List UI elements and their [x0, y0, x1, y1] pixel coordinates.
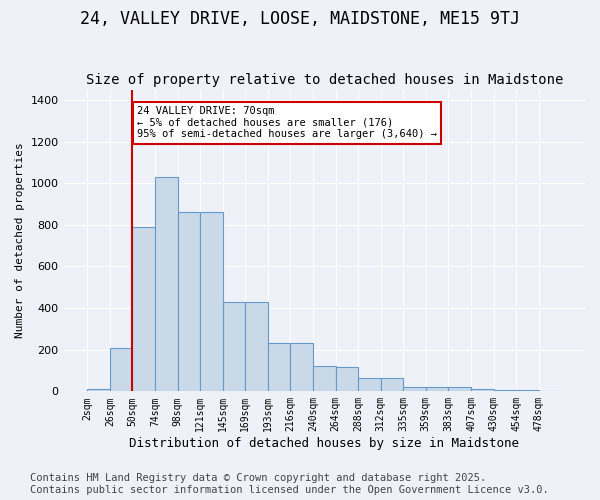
Bar	[200, 212, 223, 392]
Y-axis label: Number of detached properties: Number of detached properties	[15, 142, 25, 338]
Bar	[155, 177, 178, 392]
Bar	[178, 212, 200, 392]
X-axis label: Distribution of detached houses by size in Maidstone: Distribution of detached houses by size …	[129, 437, 519, 450]
Bar	[448, 387, 471, 392]
Bar	[87, 390, 110, 392]
Bar	[471, 390, 494, 392]
Bar	[110, 348, 133, 392]
Bar	[313, 366, 335, 392]
Text: Contains HM Land Registry data © Crown copyright and database right 2025.
Contai: Contains HM Land Registry data © Crown c…	[30, 474, 549, 495]
Bar	[516, 390, 539, 392]
Bar	[358, 378, 381, 392]
Bar	[494, 390, 516, 392]
Bar	[223, 302, 245, 392]
Bar	[426, 387, 448, 392]
Title: Size of property relative to detached houses in Maidstone: Size of property relative to detached ho…	[86, 73, 563, 87]
Text: 24, VALLEY DRIVE, LOOSE, MAIDSTONE, ME15 9TJ: 24, VALLEY DRIVE, LOOSE, MAIDSTONE, ME15…	[80, 10, 520, 28]
Bar	[403, 387, 426, 392]
Bar	[133, 227, 155, 392]
Bar	[290, 344, 313, 392]
Text: 24 VALLEY DRIVE: 70sqm
← 5% of detached houses are smaller (176)
95% of semi-det: 24 VALLEY DRIVE: 70sqm ← 5% of detached …	[137, 106, 437, 140]
Bar	[335, 368, 358, 392]
Bar	[245, 302, 268, 392]
Bar	[268, 344, 290, 392]
Bar	[381, 378, 403, 392]
